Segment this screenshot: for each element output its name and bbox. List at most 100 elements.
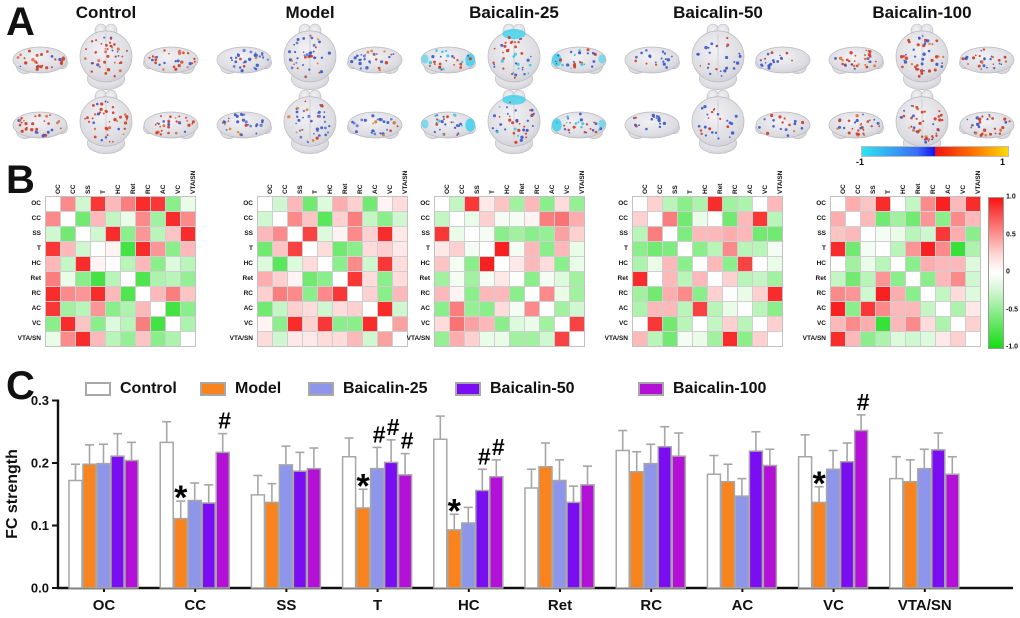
bar-baicalin-50-t	[383, 461, 399, 589]
bar-model-cc	[173, 517, 188, 589]
heatmap-cell	[378, 302, 392, 316]
heatmap-row-label: CC	[618, 215, 628, 222]
colorbar-b-tick: 1.0	[1006, 193, 1016, 201]
bar-baicalin-25-t	[369, 467, 385, 589]
brain-figure	[824, 23, 1020, 164]
heatmap-grid	[434, 196, 585, 347]
heatmap-cell	[303, 227, 317, 241]
heatmap-cell	[876, 257, 890, 271]
group-title: Baicalin-25	[469, 3, 559, 22]
heatmap-cell	[288, 287, 302, 301]
heatmap-cell	[435, 257, 449, 271]
heatmap-cell	[273, 212, 287, 226]
heatmap-cell	[273, 332, 287, 346]
heatmap-row-label: VTA/SN	[229, 335, 253, 342]
heatmap-cell	[151, 317, 165, 331]
heatmap-cell	[648, 227, 662, 241]
group-title: Model	[285, 3, 335, 22]
heatmap-cell	[831, 227, 845, 241]
heatmap-cell	[936, 332, 950, 346]
heatmap-cell	[136, 227, 150, 241]
heatmap-cell	[540, 287, 554, 301]
heatmap-col-label: OC	[267, 184, 274, 194]
heatmap-row-label: VC	[31, 320, 41, 327]
heatmap-col-label: RC	[930, 184, 937, 194]
heatmap-col-label: Ret	[342, 183, 349, 194]
heatmap-cell	[753, 212, 767, 226]
colorbar-b-tick: 0	[1006, 268, 1010, 276]
heatmap-row-label: HC	[618, 260, 628, 267]
heatmap-cell	[106, 212, 120, 226]
legend-label: Baicalin-100	[673, 380, 767, 397]
heatmap-cell	[333, 242, 347, 256]
heatmap-cell	[768, 197, 782, 211]
bar-model-oc	[82, 463, 97, 589]
heatmap-cell	[303, 302, 317, 316]
heatmap-cell	[435, 302, 449, 316]
heatmap-cell	[450, 332, 464, 346]
heatmap-cell	[393, 287, 407, 301]
heatmap-cell	[723, 317, 737, 331]
heatmap-cell	[738, 332, 752, 346]
heatmap-model: OC CC SS T HC Ret RC AC VC VTA/SN OC CC SS T HC Ret RC AC…	[225, 161, 409, 347]
heatmap-cell	[906, 302, 920, 316]
bar-model-ret	[538, 466, 553, 589]
brain-svg	[216, 23, 403, 155]
heatmap-cell	[540, 212, 554, 226]
heatmap-cell	[121, 302, 135, 316]
heatmap-cell	[181, 317, 195, 331]
heatmap-cell	[540, 272, 554, 286]
heatmap-cell	[861, 242, 875, 256]
heatmap-cell	[181, 272, 195, 286]
heatmap-cell	[273, 302, 287, 316]
heatmap-cell	[151, 332, 165, 346]
bar-model-vta/sn	[903, 481, 918, 589]
colorbar-a-min: -1	[856, 157, 865, 167]
heatmap-cell	[876, 197, 890, 211]
heatmap-cell	[450, 317, 464, 331]
heatmap-cell	[465, 317, 479, 331]
heatmap-cell	[121, 317, 135, 331]
heatmap-cell	[465, 242, 479, 256]
heatmap-cell	[648, 332, 662, 346]
heatmap-cell	[46, 332, 60, 346]
heatmap-cell	[435, 212, 449, 226]
heatmap-cell	[121, 272, 135, 286]
heatmap-cell	[861, 272, 875, 286]
heatmap-cell	[510, 287, 524, 301]
heatmap-cell	[288, 257, 302, 271]
heatmap-cell	[633, 242, 647, 256]
significance-hash: #	[387, 414, 400, 440]
heatmap-cell	[363, 227, 377, 241]
y-tick-label: 0.1	[31, 518, 49, 533]
heatmap-row-label: Ret	[617, 275, 628, 282]
heatmap-col-label: Ret	[915, 183, 922, 194]
x-tick-label: Ret	[548, 597, 572, 614]
heatmap-cell	[288, 272, 302, 286]
brain-svg	[12, 23, 199, 155]
heatmap-cell	[738, 287, 752, 301]
heatmap-cell	[891, 302, 905, 316]
heatmap-cell	[693, 317, 707, 331]
heatmap-cell	[258, 242, 272, 256]
heatmap-cell	[378, 242, 392, 256]
heatmap-cell	[693, 302, 707, 316]
heatmap-cell	[106, 272, 120, 286]
heatmap-cell	[648, 197, 662, 211]
bar-baicalin-100-hc	[489, 476, 504, 589]
heatmap-cell	[273, 227, 287, 241]
brain-svg	[624, 23, 811, 155]
bar-model-vc	[811, 501, 827, 589]
heatmap-cell	[166, 302, 180, 316]
heatmap-cell	[91, 302, 105, 316]
heatmap-cell	[861, 287, 875, 301]
heatmap-cell	[525, 287, 539, 301]
heatmap-cell	[678, 272, 692, 286]
heatmap-cell	[510, 197, 524, 211]
heatmap-col-label: T	[489, 190, 496, 194]
heatmap-cell	[76, 287, 90, 301]
heatmap-cell	[663, 212, 677, 226]
heatmap-cell	[166, 212, 180, 226]
heatmap-cell	[363, 332, 377, 346]
